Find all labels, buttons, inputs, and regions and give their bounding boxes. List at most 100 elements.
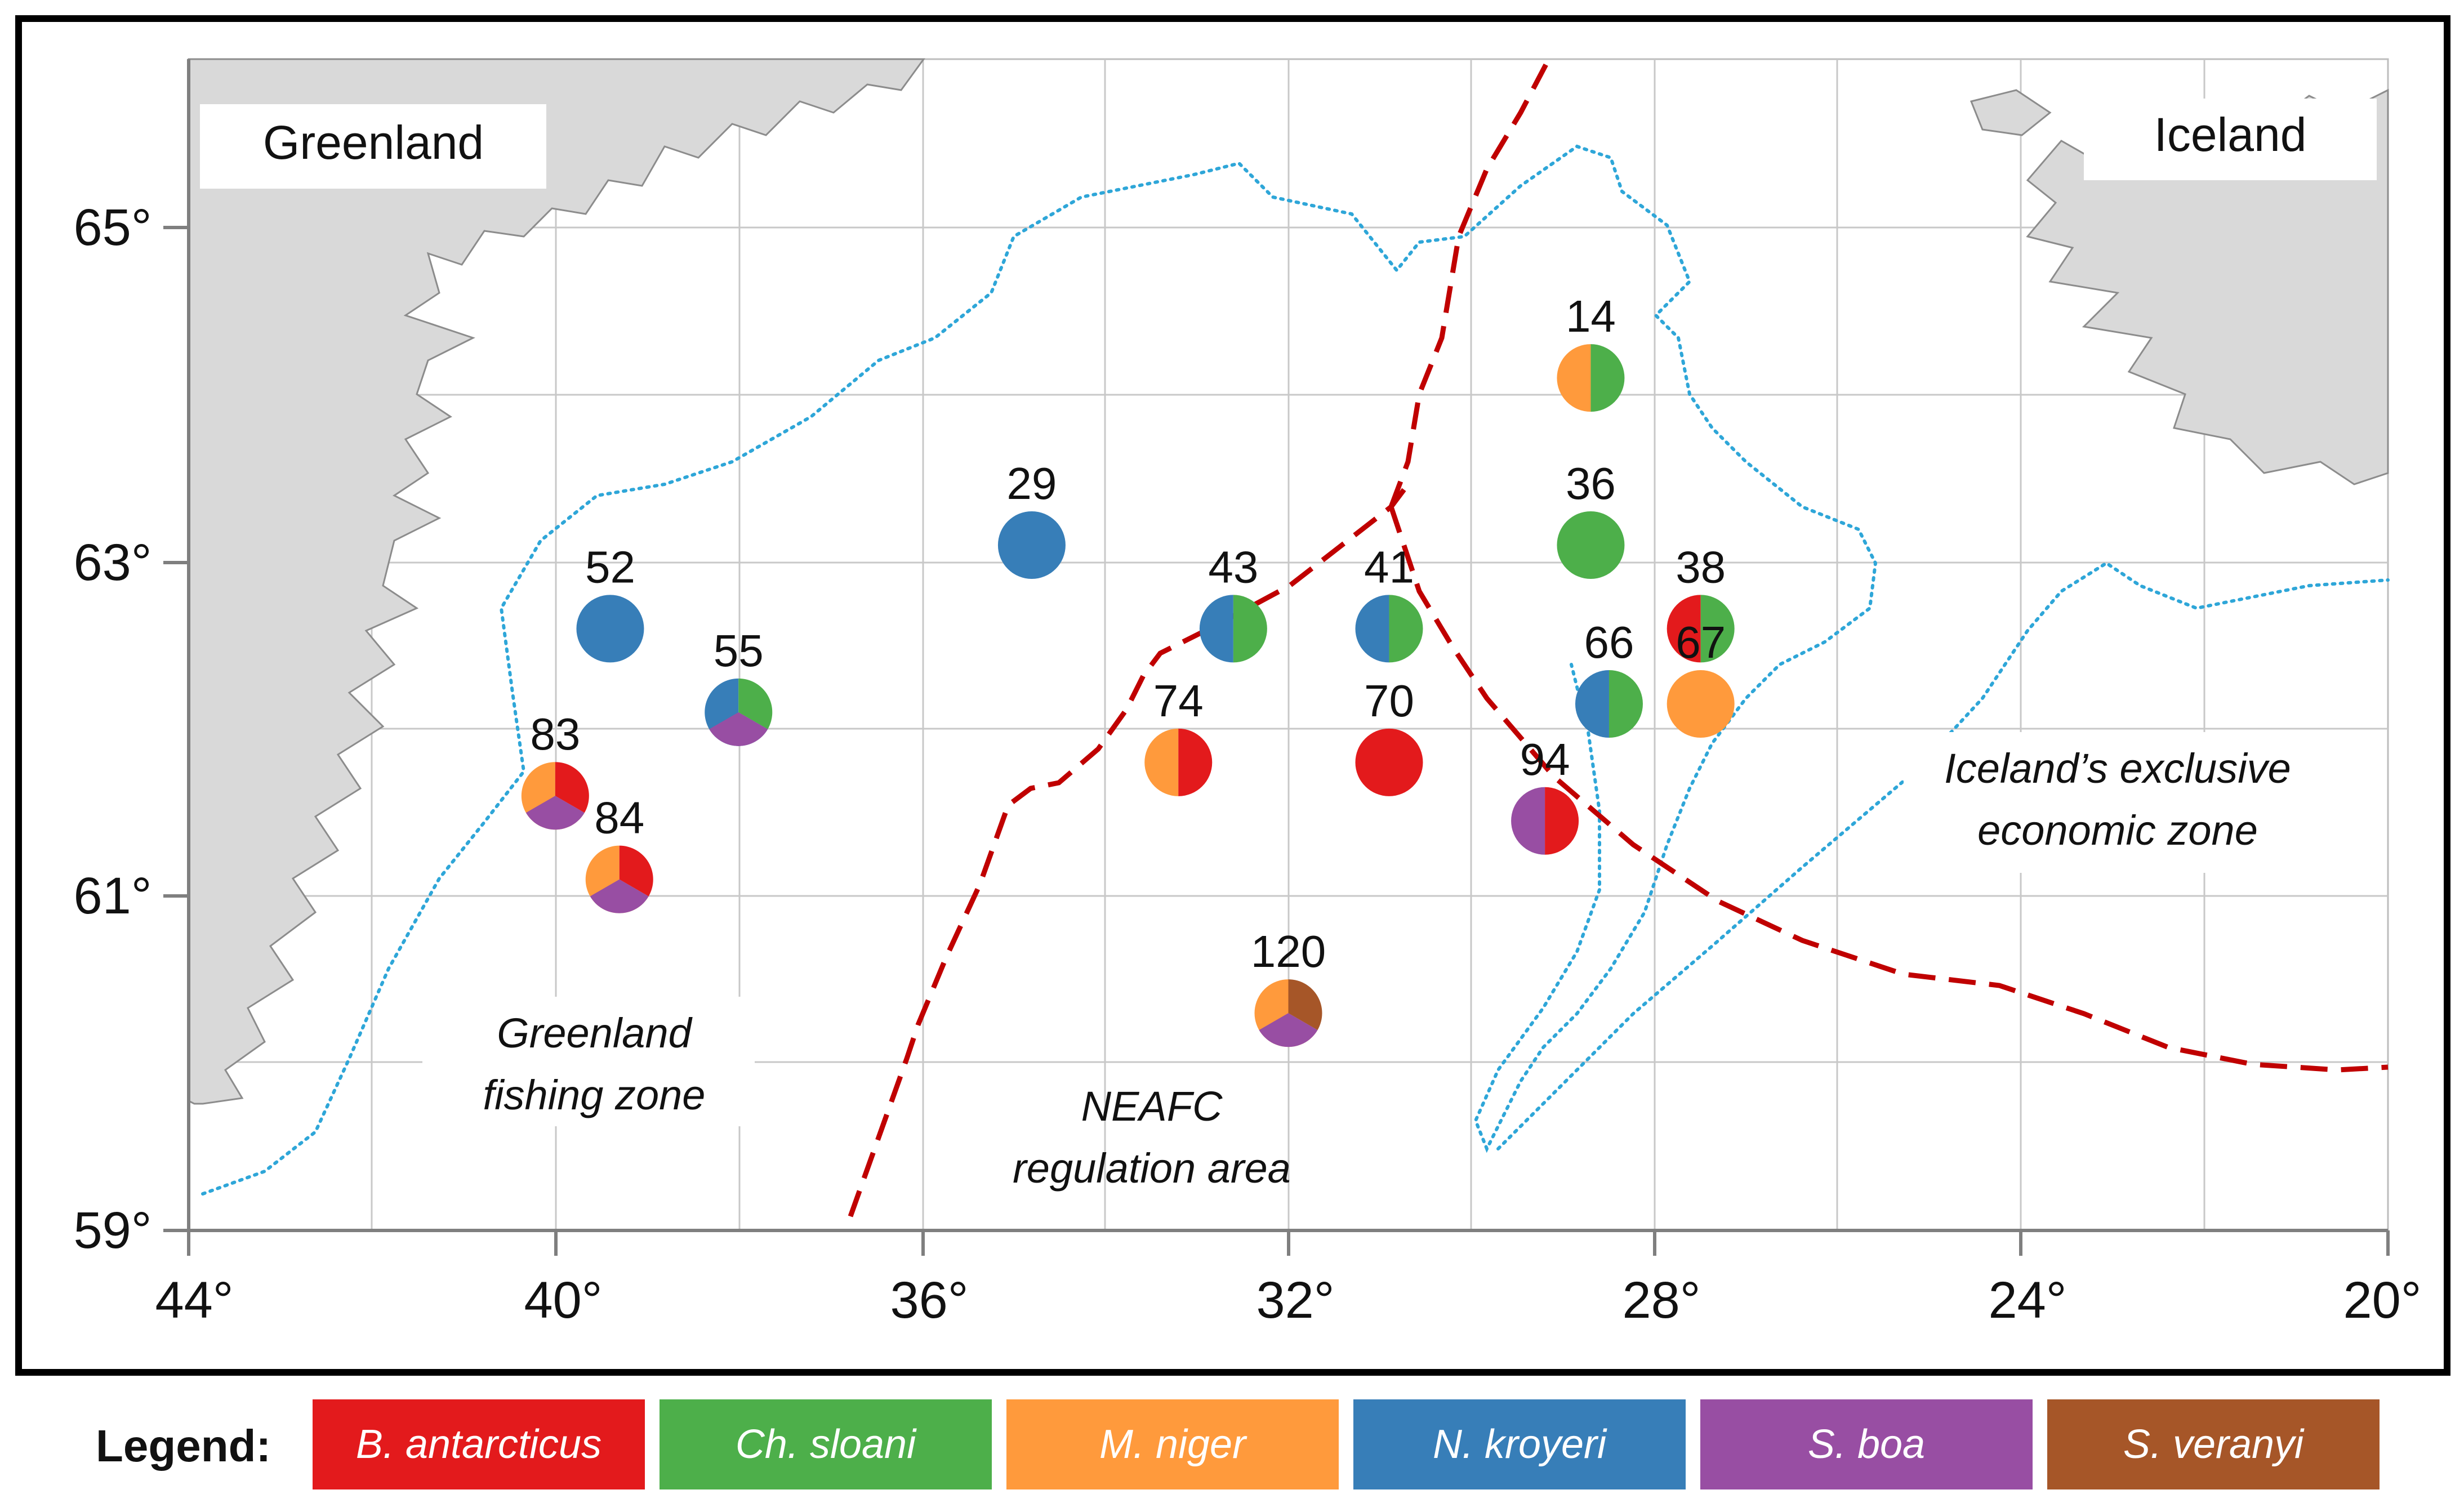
station-pie-slice xyxy=(1233,595,1267,663)
station-pie-slice xyxy=(1590,344,1625,412)
station-markers: 14 36 29 43 41 38 52 55 66 67 74 70 94 83 84 120 xyxy=(521,291,1735,1047)
greenland-label: Greenland xyxy=(263,116,484,169)
greenland-landmass xyxy=(188,58,925,1105)
station-pie-slice xyxy=(1144,728,1179,796)
lat-label-65: 65° xyxy=(73,199,152,256)
lon-label-44: 44° xyxy=(155,1272,233,1329)
legend-item-s-veranyi: S. veranyi xyxy=(2047,1399,2380,1489)
station-pie-slice xyxy=(1355,728,1423,796)
station-74: 74 xyxy=(1144,676,1213,796)
station-29: 29 xyxy=(997,458,1066,579)
station-pie-slice xyxy=(1511,787,1545,855)
iceland-label-box xyxy=(2084,99,2377,180)
x-axis-ticks xyxy=(187,1230,2390,1256)
neafc-label-2: regulation area xyxy=(1013,1145,1291,1192)
station-38: 38 xyxy=(1667,542,1735,663)
depth-contour-east xyxy=(1496,561,2390,1150)
station-pie-slice xyxy=(619,845,653,897)
legend-item-s-boa: S. boa xyxy=(1700,1399,2033,1489)
legend-label: S. veranyi xyxy=(2123,1422,2304,1467)
station-pie-slice xyxy=(1667,595,1701,663)
legend-item-n-kroyeri: N. kroyeri xyxy=(1353,1399,1686,1489)
map: Greenland Iceland Greenland fishing zone… xyxy=(15,15,2450,1376)
station-pie-slice xyxy=(1199,595,1233,663)
legend-label: B. antarcticus xyxy=(355,1422,602,1467)
station-36: 36 xyxy=(1557,458,1625,579)
lon-label-40: 40° xyxy=(524,1272,602,1329)
lon-label-36: 36° xyxy=(890,1272,968,1329)
station-label: 83 xyxy=(530,709,580,759)
station-pie-slice xyxy=(1557,344,1591,412)
lon-label-28: 28° xyxy=(1622,1272,1700,1329)
legend-label: N. kroyeri xyxy=(1432,1422,1607,1467)
iceland-zone-label-1: Iceland’s exclusive xyxy=(1944,745,2291,792)
station-label: 66 xyxy=(1584,617,1634,667)
station-94: 94 xyxy=(1511,734,1579,855)
station-pie-slice xyxy=(576,595,644,663)
station-label: 14 xyxy=(1566,291,1616,341)
zone-boundary-north xyxy=(1388,57,1551,508)
lat-label-59: 59° xyxy=(73,1202,152,1259)
station-label: 94 xyxy=(1520,734,1570,784)
station-pie-slice xyxy=(1389,595,1423,663)
station-pie-slice xyxy=(1608,670,1643,738)
legend-item-m-niger: M. niger xyxy=(1006,1399,1339,1489)
station-pie-slice xyxy=(555,762,589,813)
station-label: 36 xyxy=(1566,458,1616,509)
legend-title: Legend: xyxy=(96,1421,271,1471)
station-120: 120 xyxy=(1251,926,1326,1047)
station-label: 84 xyxy=(594,793,644,843)
station-pie-slice xyxy=(1667,670,1735,738)
legend-label: Ch. sloani xyxy=(735,1422,916,1467)
legend-label: S. boa xyxy=(1807,1422,1926,1467)
station-label: 67 xyxy=(1676,617,1726,667)
station-43: 43 xyxy=(1199,542,1267,663)
station-83: 83 xyxy=(521,709,589,830)
station-67: 67 xyxy=(1667,617,1735,738)
greenland-label-box xyxy=(200,104,546,189)
depth-contour-ridge xyxy=(1473,336,1878,1153)
iceland-zone-box xyxy=(1904,732,2332,873)
station-pie-slice xyxy=(1557,511,1625,579)
station-label: 38 xyxy=(1676,542,1726,592)
legend-item-b-antarcticus: B. antarcticus xyxy=(313,1399,645,1489)
station-41: 41 xyxy=(1355,542,1423,663)
station-label: 55 xyxy=(714,626,764,676)
station-pie-slice xyxy=(709,712,768,746)
station-pie-slice xyxy=(1545,787,1579,855)
greenland-zone-box xyxy=(422,997,755,1126)
station-pie-slice xyxy=(738,678,773,729)
station-pie-slice xyxy=(1178,728,1213,796)
station-pie-slice xyxy=(1700,595,1735,663)
y-axis-ticks xyxy=(163,226,189,1232)
greenland-zone-label-2: fishing zone xyxy=(483,1072,706,1118)
station-label: 29 xyxy=(1006,458,1057,509)
station-pie-slice xyxy=(590,879,649,913)
legend: Legend: B. antarcticus Ch. sloani M. nig… xyxy=(0,1385,2464,1498)
lat-label-63: 63° xyxy=(73,534,152,591)
iceland-label: Iceland xyxy=(2154,108,2307,161)
station-84: 84 xyxy=(585,793,653,913)
legend-label: M. niger xyxy=(1099,1422,1246,1467)
station-label: 70 xyxy=(1364,676,1414,726)
station-label: 41 xyxy=(1364,542,1414,592)
station-label: 74 xyxy=(1153,676,1204,726)
lat-label-61: 61° xyxy=(73,867,152,925)
station-label: 52 xyxy=(585,542,635,592)
station-66: 66 xyxy=(1575,617,1643,738)
lon-label-24: 24° xyxy=(1988,1272,2066,1329)
station-pie-slice xyxy=(1288,979,1322,1031)
station-52: 52 xyxy=(576,542,644,663)
station-pie-slice xyxy=(1575,670,1609,738)
lon-label-20: 20° xyxy=(2343,1272,2421,1329)
zone-boundary xyxy=(848,483,1410,1217)
depth-contour-west xyxy=(201,144,1692,1196)
station-pie-slice xyxy=(1355,595,1389,663)
lon-label-32: 32° xyxy=(1256,1272,1334,1329)
station-pie-slice xyxy=(997,511,1066,579)
station-55: 55 xyxy=(705,626,773,746)
greenland-zone-label-1: Greenland xyxy=(497,1010,693,1056)
iceland-fjord-fragment xyxy=(1970,89,2052,136)
station-pie-slice xyxy=(525,796,585,830)
station-pie-slice xyxy=(1259,1013,1318,1047)
